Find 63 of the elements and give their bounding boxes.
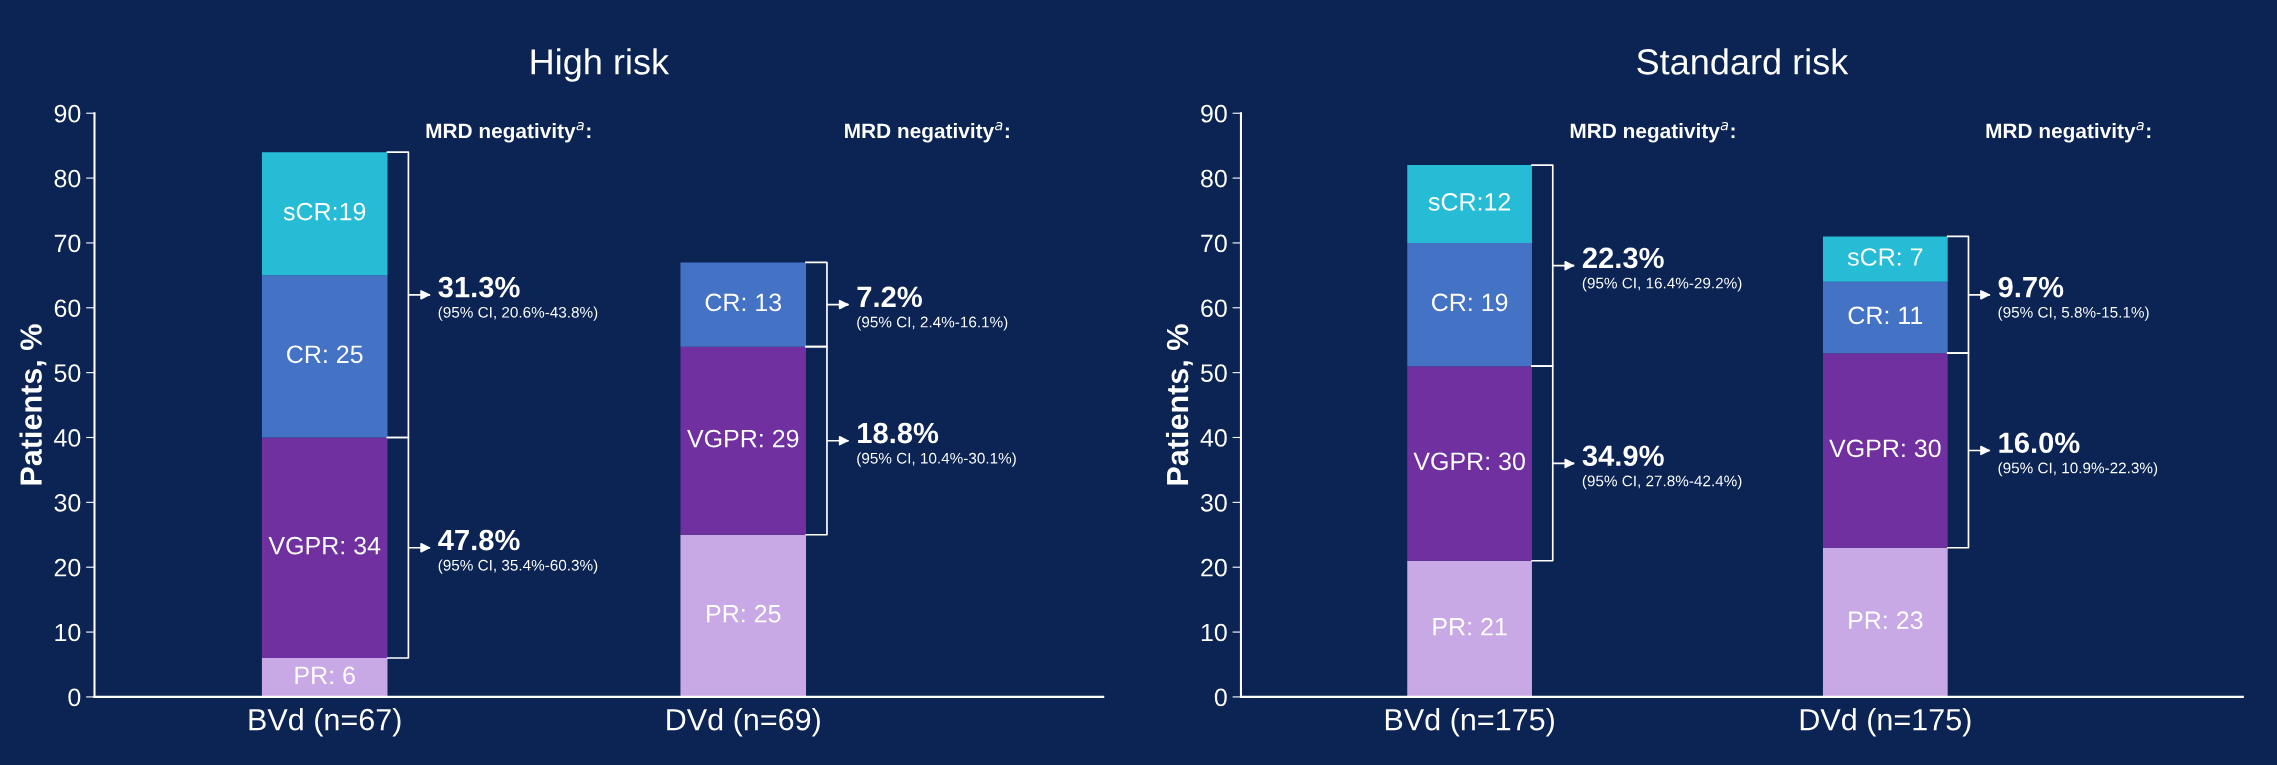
annotation: (95% CI, 2.4%-16.1%) — [857, 316, 1008, 331]
data-label: VGPR: 30 — [1413, 452, 1525, 471]
y-tick-label: 20 — [54, 558, 81, 577]
annotation: (95% CI, 27.8%-42.4%) — [1582, 475, 1742, 490]
y-tick-label: 20 — [1201, 558, 1227, 577]
annotation: MRD negativity$^{a}$: — [1986, 121, 2151, 143]
chart-title: Standard risk — [1637, 48, 1849, 75]
y-tick-label: 10 — [55, 623, 81, 642]
y-tick-label: 60 — [54, 299, 81, 318]
annotation: 34.9% — [1582, 445, 1664, 467]
annotation: MRD negativity$^{a}$: — [1570, 121, 1735, 143]
y-tick-label: 60 — [1201, 299, 1227, 318]
y-tick-label: 90 — [1201, 104, 1227, 123]
data-label: VGPR: 34 — [268, 536, 381, 555]
data-label: CR: 11 — [1848, 306, 1923, 325]
annotation: (95% CI, 5.8%-15.1%) — [1998, 306, 2149, 321]
data-label: PR: 6 — [295, 666, 355, 685]
annotation: 7.2% — [857, 286, 922, 308]
annotation: (95% CI, 20.6%-43.8%) — [438, 306, 598, 321]
y-tick-label: 70 — [1201, 234, 1227, 253]
annotation: (95% CI, 35.4%-60.3%) — [438, 559, 598, 574]
data-label: sCR:19 — [283, 202, 366, 221]
annotation: 31.3% — [438, 276, 520, 298]
data-label: CR: 25 — [287, 345, 363, 364]
y-axis-title: Patients, % — [1165, 324, 1193, 485]
chart-title: High risk — [531, 48, 670, 82]
data-label: CR: 13 — [705, 293, 782, 312]
y-tick-label: 10 — [1201, 623, 1227, 642]
y-axis-title: Patients, % — [19, 324, 47, 485]
data-label: CR: 19 — [1431, 293, 1508, 312]
data-label: PR: 25 — [707, 604, 781, 623]
y-tick-label: 40 — [1200, 429, 1227, 447]
x-tick-label: BVd (n=175) — [1385, 708, 1554, 737]
annotation: MRD negativity$^{a}$: — [845, 121, 1009, 143]
y-tick-label: 80 — [1201, 169, 1227, 188]
annotation: 16.0% — [1999, 432, 2080, 454]
y-tick-label: 0 — [1214, 688, 1227, 707]
y-tick-label: 0 — [68, 688, 81, 707]
x-tick-label: DVd (n=175) — [1800, 708, 1971, 737]
y-tick-label: 50 — [1200, 364, 1227, 382]
x-tick-label: BVd (n=67) — [249, 708, 401, 737]
annotation: 18.8% — [858, 422, 939, 444]
y-tick-label: 50 — [54, 364, 81, 382]
x-tick-label: DVd (n=69) — [667, 708, 820, 737]
y-tick-label: 40 — [54, 429, 81, 447]
data-label: sCR:12 — [1428, 193, 1511, 211]
annotation: 47.8% — [438, 529, 520, 551]
data-label: VGPR: 30 — [1829, 439, 1941, 458]
annotation: (95% CI, 16.4%-29.2%) — [1582, 277, 1742, 292]
y-tick-label: 30 — [1200, 493, 1227, 512]
annotation: 22.3% — [1582, 247, 1664, 269]
data-label: PR: 21 — [1433, 617, 1507, 636]
y-tick-label: 90 — [54, 104, 81, 123]
data-label: PR: 23 — [1849, 611, 1923, 630]
annotation: (95% CI, 10.4%-30.1%) — [857, 452, 1016, 467]
annotation: (95% CI, 10.9%-22.3%) — [1998, 462, 2158, 477]
y-tick-label: 30 — [54, 493, 81, 512]
data-label: VGPR: 29 — [687, 429, 799, 448]
data-label: sCR: 7 — [1847, 248, 1923, 266]
annotation: 9.7% — [1998, 276, 2064, 298]
y-tick-label: 70 — [54, 234, 81, 253]
y-tick-label: 80 — [54, 169, 81, 188]
annotation: MRD negativity$^{a}$: — [426, 121, 591, 143]
